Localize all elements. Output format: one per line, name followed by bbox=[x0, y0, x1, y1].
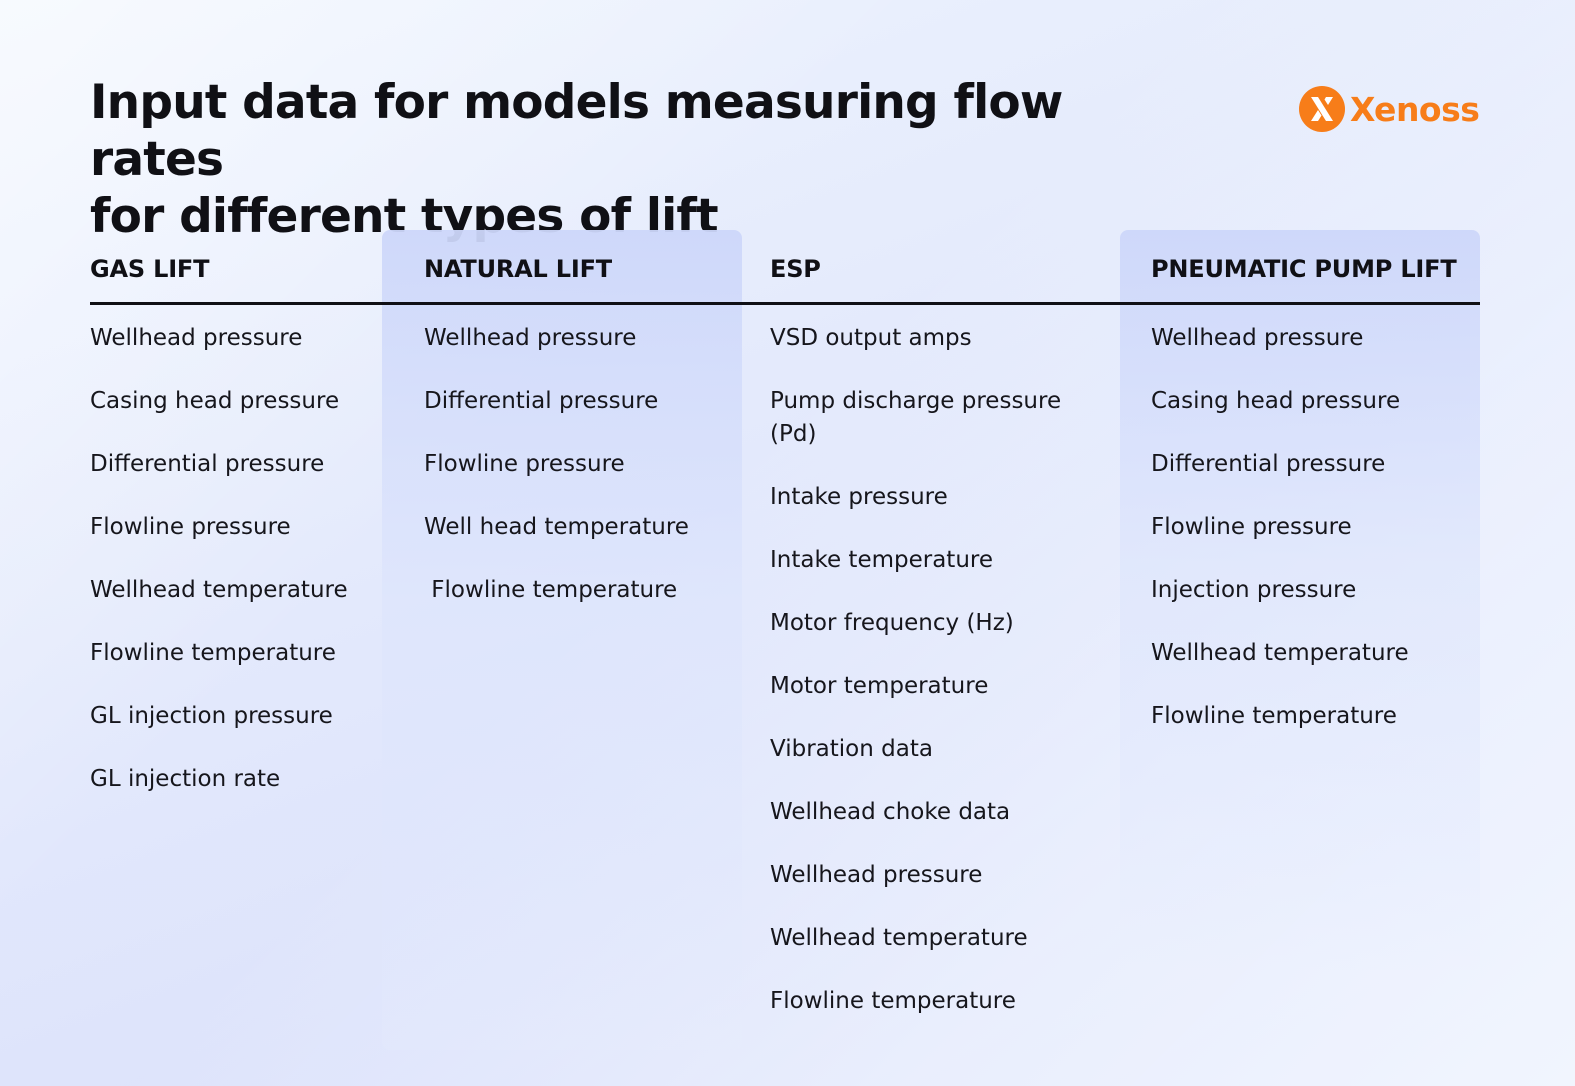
pneumatic-pump-lift-column-background bbox=[1120, 230, 1480, 970]
list-item: GL injection pressure bbox=[90, 703, 333, 729]
list-item: Injection pressure bbox=[1151, 577, 1357, 603]
brand-logo: Xenoss bbox=[1298, 84, 1480, 134]
gas-lift-column: GAS LIFT Wellhead pressure Casing head p… bbox=[90, 250, 348, 792]
column-header-gas-lift: GAS LIFT bbox=[90, 255, 210, 283]
esp-column: ESP VSD output amps Pump discharge press… bbox=[770, 250, 1061, 1014]
list-item: Wellhead pressure bbox=[90, 325, 303, 351]
list-item: Pump discharge pressure (Pd) bbox=[770, 388, 1062, 447]
list-item: VSD output amps bbox=[770, 325, 972, 351]
column-header-pneumatic-pump-lift: PNEUMATIC PUMP LIFT bbox=[1151, 255, 1457, 283]
list-item: Wellhead pressure bbox=[770, 862, 983, 888]
pneumatic-pump-lift-column: PNEUMATIC PUMP LIFT Wellhead pressure Ca… bbox=[1151, 250, 1457, 729]
list-item: Differential pressure bbox=[1151, 451, 1386, 477]
list-item: Wellhead pressure bbox=[424, 325, 637, 351]
page-title: Input data for models measuring flow rat… bbox=[90, 74, 1190, 245]
column-header-natural-lift: NATURAL LIFT bbox=[424, 255, 612, 283]
natural-lift-column: NATURAL LIFT Wellhead pressure Different… bbox=[424, 250, 689, 603]
column-header-esp: ESP bbox=[770, 255, 821, 283]
natural-lift-list: Wellhead pressure Differential pressure … bbox=[424, 322, 689, 637]
pneumatic-pump-lift-list: Wellhead pressure Casing head pressure D… bbox=[1151, 322, 1409, 763]
list-item: Differential pressure bbox=[90, 451, 325, 477]
list-item: Motor frequency (Hz) bbox=[770, 610, 1014, 636]
list-item: Flowline temperature bbox=[770, 988, 1016, 1014]
list-item: Differential pressure bbox=[424, 388, 659, 414]
list-item: Flowline temperature bbox=[424, 577, 678, 603]
list-item: Wellhead temperature bbox=[770, 925, 1028, 951]
brand-name: Xenoss bbox=[1350, 89, 1480, 129]
list-item: Well head temperature bbox=[424, 514, 689, 540]
list-item: Flowline temperature bbox=[90, 640, 336, 666]
list-item: Intake temperature bbox=[770, 547, 994, 573]
list-item: Wellhead temperature bbox=[90, 577, 348, 603]
gas-lift-list: Wellhead pressure Casing head pressure D… bbox=[90, 322, 348, 826]
list-item: GL injection rate bbox=[90, 766, 281, 792]
list-item: Wellhead pressure bbox=[1151, 325, 1364, 351]
list-item: Flowline pressure bbox=[1151, 514, 1352, 540]
list-item: Wellhead temperature bbox=[1151, 640, 1409, 666]
page-title-line-1: Input data for models measuring flow rat… bbox=[90, 75, 1063, 187]
list-item: Intake pressure bbox=[770, 484, 948, 510]
list-item: Wellhead choke data bbox=[770, 799, 1011, 825]
list-item: Flowline pressure bbox=[90, 514, 291, 540]
esp-list: VSD output amps Pump discharge pressure … bbox=[770, 322, 1070, 1048]
list-item: Casing head pressure bbox=[90, 388, 340, 414]
list-item: Flowline pressure bbox=[424, 451, 625, 477]
list-item: Flowline temperature bbox=[1151, 703, 1397, 729]
list-item: Vibration data bbox=[770, 736, 933, 762]
header-divider bbox=[90, 302, 1480, 305]
xenoss-logo-icon bbox=[1299, 86, 1345, 132]
natural-lift-column-background bbox=[382, 230, 742, 1050]
list-item: Motor temperature bbox=[770, 673, 989, 699]
list-item: Casing head pressure bbox=[1151, 388, 1401, 414]
